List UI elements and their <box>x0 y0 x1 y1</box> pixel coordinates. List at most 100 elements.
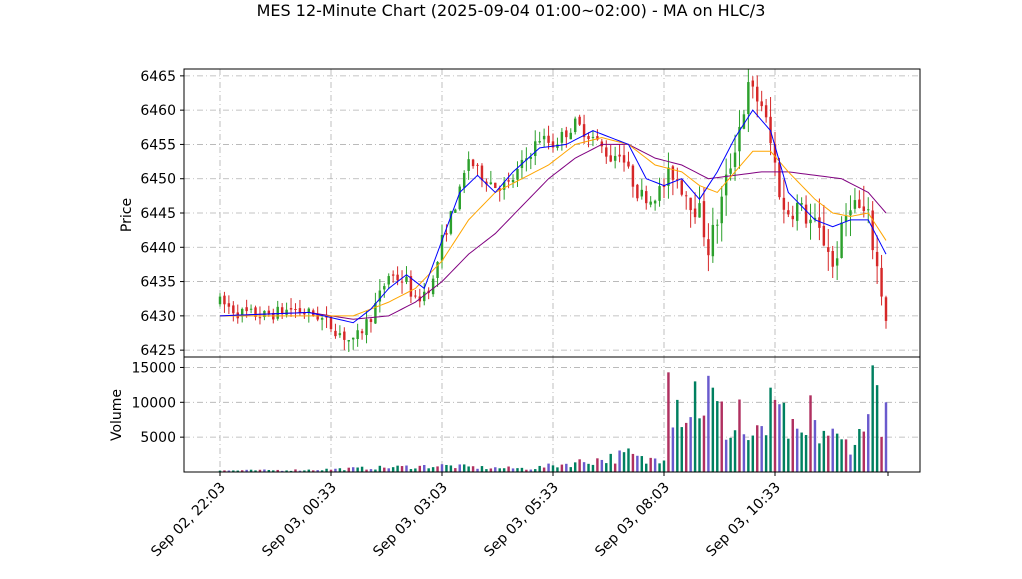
candle-down <box>298 308 302 313</box>
volume-bar <box>316 470 319 472</box>
candle-down <box>485 181 488 185</box>
candle-up <box>351 337 355 340</box>
volume-bar <box>645 463 648 472</box>
candle-down <box>778 162 781 198</box>
volume-bar <box>365 469 368 472</box>
candle-down <box>507 180 510 182</box>
price-grid <box>184 69 920 357</box>
volume-panel-frame <box>183 356 921 473</box>
price-tick-label: 6445 <box>140 206 176 222</box>
volume-bar <box>312 470 315 472</box>
candle-up <box>738 126 741 152</box>
candle-up <box>440 234 444 261</box>
candle-down <box>480 165 484 181</box>
volume-bar <box>289 470 293 472</box>
candle-up <box>853 200 857 209</box>
candle-down <box>787 210 790 215</box>
chart-title: MES 12-Minute Chart (2025-09-04 01:00~02… <box>257 1 766 20</box>
price-tick-label: 6455 <box>140 137 176 153</box>
candle-up <box>649 201 652 205</box>
candle-up <box>423 291 426 302</box>
candle-down <box>751 80 755 87</box>
volume-bar <box>507 466 510 472</box>
time-tick-label: Sep 02, 22:03 <box>148 480 229 561</box>
candle-down <box>618 154 621 157</box>
candle-up <box>307 308 311 314</box>
candle-down <box>232 305 235 314</box>
candle-up <box>733 152 737 167</box>
volume-bar <box>813 420 817 472</box>
volume-bar <box>294 469 297 472</box>
candle-down <box>551 141 555 148</box>
volume-bar <box>605 463 608 472</box>
volume-bar <box>671 427 675 472</box>
candle-up <box>529 156 533 159</box>
candle-up <box>436 261 439 278</box>
volume-bar <box>760 426 763 472</box>
candle-down <box>396 274 399 281</box>
candle-up <box>489 182 493 185</box>
candle-up <box>511 179 515 183</box>
volume-bar <box>724 439 728 472</box>
candle-down <box>316 313 319 320</box>
volume-bar <box>467 466 470 472</box>
candle-up <box>573 118 577 133</box>
volume-bar <box>662 460 666 472</box>
candle-down <box>547 135 550 143</box>
price-tick-label: 6440 <box>140 240 176 256</box>
candle-down <box>627 161 630 167</box>
candle-up <box>667 167 670 186</box>
volume-bar <box>445 464 448 472</box>
candle-up <box>698 203 701 218</box>
candle-down <box>676 179 679 181</box>
candle-down <box>756 86 759 102</box>
candle-up <box>653 200 657 204</box>
volume-bar <box>640 456 644 472</box>
candle-down <box>782 197 786 210</box>
volume-bar <box>329 469 333 472</box>
candle-down <box>254 307 257 317</box>
time-tick-label: Sep 03, 03:03 <box>370 480 451 561</box>
volume-bar <box>573 462 577 472</box>
candle-down <box>693 208 697 218</box>
candle-down <box>684 195 688 197</box>
candle-up <box>742 114 746 129</box>
volume-bar <box>245 469 248 472</box>
candle-up <box>538 141 541 143</box>
candle-down <box>858 199 861 208</box>
candle-up <box>720 196 723 224</box>
volume-bar <box>862 431 866 472</box>
volume-bar <box>849 454 852 472</box>
candle-up <box>569 132 572 140</box>
volume-bar <box>582 462 586 472</box>
candle-up <box>849 210 852 216</box>
volume-bar <box>223 470 226 472</box>
volume-bar <box>325 468 328 472</box>
candle-up <box>405 276 408 282</box>
volume-bar <box>280 470 284 472</box>
candle-up <box>249 308 253 310</box>
candle-up <box>276 306 279 319</box>
volume-bar <box>529 469 533 472</box>
volume-bar <box>684 422 688 472</box>
candle-up <box>640 189 644 197</box>
volume-bar <box>884 402 888 472</box>
volume-bars <box>218 365 888 472</box>
candle-down <box>862 206 866 212</box>
volume-bar <box>338 468 342 472</box>
volume-bar <box>418 465 422 472</box>
volume-bar <box>867 414 870 472</box>
candle-down <box>804 204 808 224</box>
volume-bar <box>334 468 337 472</box>
volume-bar <box>742 434 746 472</box>
candle-up <box>374 303 377 324</box>
candle-down <box>445 233 448 235</box>
candle-down <box>578 116 581 125</box>
candle-down <box>343 331 346 340</box>
candle-up <box>560 131 564 143</box>
candle-down <box>471 159 475 167</box>
volume-bar <box>542 467 546 472</box>
candle-down <box>223 295 226 305</box>
volume-bar <box>374 469 377 472</box>
